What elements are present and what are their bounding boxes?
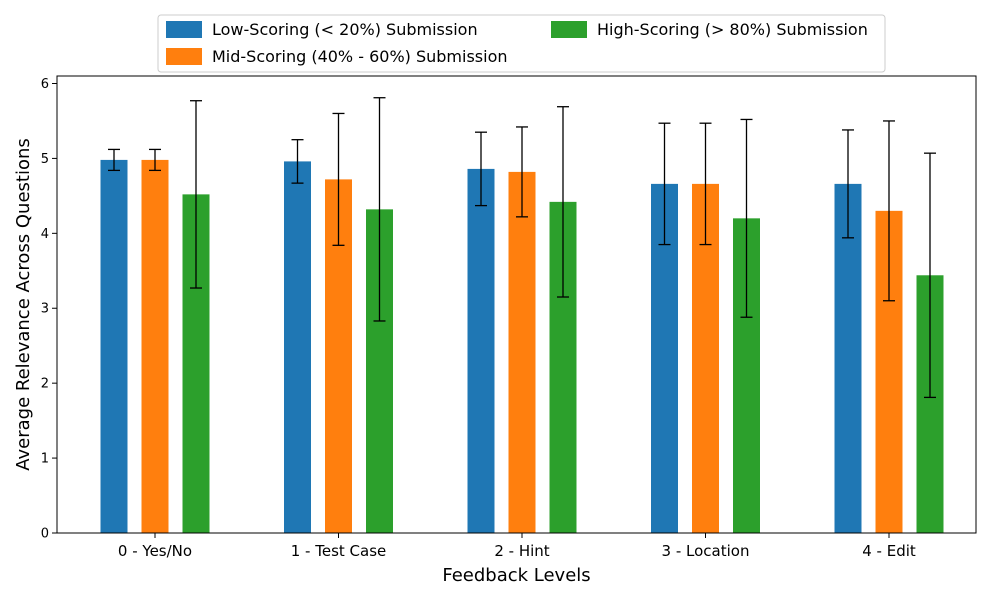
y-tick-label: 2 [41, 377, 49, 392]
x-axis-title: Feedback Levels [442, 565, 590, 586]
bar [834, 183, 862, 534]
y-tick-label: 0 [41, 527, 49, 542]
legend-label: High-Scoring (> 80%) Submission [597, 20, 868, 39]
legend-swatch [166, 21, 202, 38]
legend-box [157, 14, 886, 73]
x-axis: 0 - Yes/No 1 - Test Case 2 - Hint 3 - Locat… [118, 533, 916, 560]
legend-label: Mid-Scoring (40% - 60%) Submission [212, 47, 508, 66]
error-bars-layer [108, 97, 936, 399]
bar [141, 159, 169, 533]
y-axis: 0 1 2 3 4 5 6 [41, 77, 57, 542]
bars-layer [100, 159, 944, 534]
legend: Low-Scoring (< 20%) Submission Mid-Scorin… [157, 14, 886, 73]
x-tick-label: 4 - Edit [862, 542, 916, 560]
legend-swatch [551, 21, 587, 38]
x-tick-label: 0 - Yes/No [118, 542, 192, 560]
y-tick-label: 6 [41, 77, 49, 92]
x-tick-label: 2 - Hint [494, 542, 549, 560]
y-tick-label: 5 [41, 152, 49, 167]
bar [508, 171, 536, 533]
legend-label: Low-Scoring (< 20%) Submission [212, 20, 478, 39]
y-tick-label: 4 [41, 227, 49, 242]
bar [284, 161, 311, 533]
x-tick-label: 3 - Location [662, 542, 750, 560]
y-tick-label: 1 [41, 452, 49, 467]
legend-swatch [166, 48, 202, 65]
bar [467, 168, 495, 533]
x-tick-label: 1 - Test Case [291, 542, 387, 560]
y-axis-title: Average Relevance Across Questions [13, 138, 34, 471]
bar [100, 159, 128, 533]
plot-frame [56, 75, 977, 534]
y-tick-label: 3 [41, 302, 49, 317]
